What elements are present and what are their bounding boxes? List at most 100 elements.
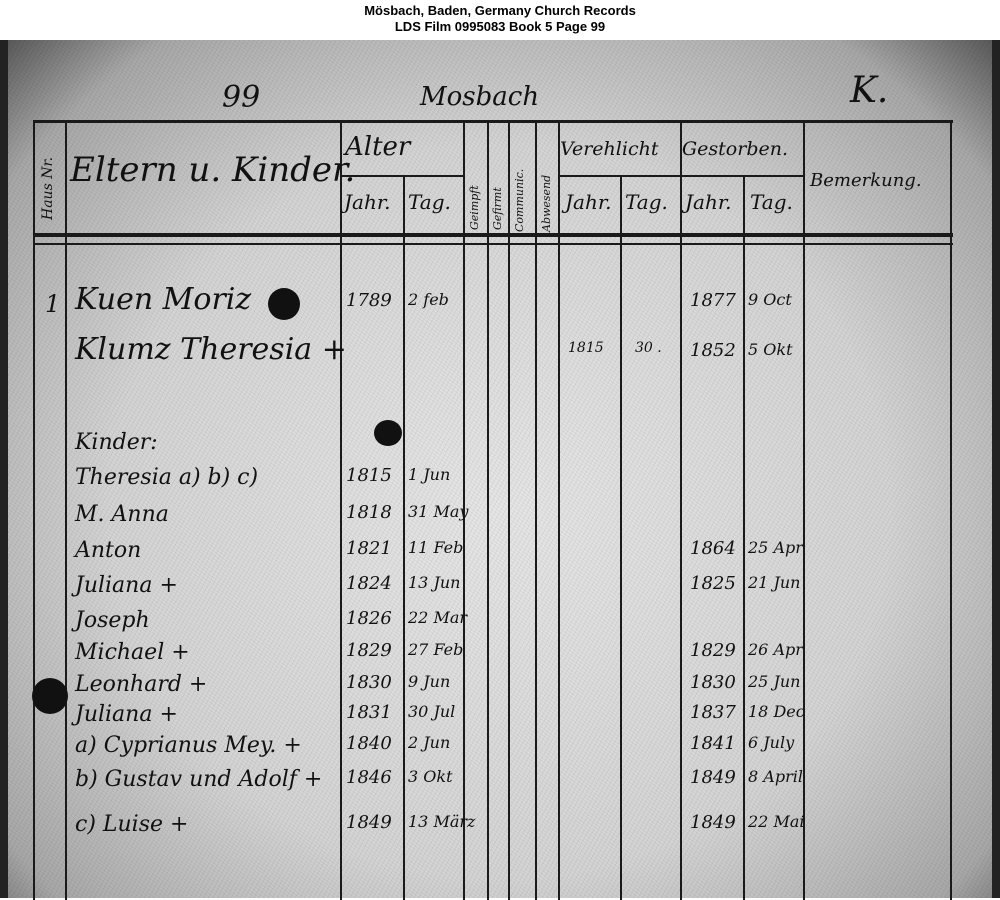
cell-tag: 2 feb [408,290,449,309]
rule-line [508,120,510,900]
rule-line [340,175,463,177]
page-edge-left [0,40,8,898]
rule-line [463,120,465,900]
cell-jahr: 1789 [346,290,392,311]
cell-gest-jahr: 1864 [690,538,736,559]
cell-tag: 11 Feb [408,538,464,557]
header-bemerkung: Bemerkung. [810,170,922,191]
cell-gest-tag: 18 Dec [748,702,805,721]
cell-name: a) Cyprianus Mey. + [75,733,302,758]
rule-line [680,120,682,900]
place-name: Mosbach [420,82,540,112]
cell-name: c) Luise + [75,812,189,837]
cell-tag: 13 Jun [408,573,461,592]
header-geimpft: Geimpft [468,185,481,230]
cell-tag: 9 Jun [408,672,451,691]
header-verehlicht-tag: Tag. [625,190,668,214]
rule-line [340,120,342,900]
page-number: 99 [222,80,261,115]
header-communic: Communic. [513,168,526,232]
rule-line [535,120,537,900]
cell-gest-tag: 25 Apr [748,538,803,557]
cell-gest-jahr: 1829 [690,640,736,661]
header-alter: Alter [345,132,411,162]
cell-tag: 27 Feb [408,640,464,659]
cell-tag: 31 May [408,502,469,521]
header-alter-jahr: Jahr. [344,190,391,214]
cell-name: M. Anna [75,502,169,527]
caption-subtitle: LDS Film 0995083 Book 5 Page 99 [394,19,606,34]
cell-jahr: 1829 [346,640,392,661]
cell-name: Joseph [75,608,150,633]
cell-gest-tag: 26 Apr [748,640,803,659]
cell-name: b) Gustav und Adolf + [75,767,323,792]
header-gefirmt: Gefirmt [491,187,504,230]
cell-tag: 30 Jul [408,702,456,721]
cell-name: Kuen Moriz [75,282,252,317]
rule-line [620,175,622,900]
cell-jahr: 1826 [346,608,392,629]
cell-name: Michael + [75,640,190,665]
cell-name: Juliana + [75,573,178,598]
cell-haus: 1 [45,290,61,318]
cell-ver-tag: 30 . [635,340,662,356]
cell-gest-tag: 6 July [748,733,795,752]
header-eltern-kinder: Eltern u. Kinder. [70,150,356,190]
rule-line [743,175,745,900]
cell-gest-tag: 5 Okt [748,340,793,359]
caption-title: Mösbach, Baden, Germany Church Records [364,3,636,18]
cell-tag: 2 Jun [408,733,451,752]
rule-line [487,120,489,900]
cell-gest-jahr: 1849 [690,767,736,788]
header-gestorben-tag: Tag. [750,190,793,214]
rule-line [33,120,953,123]
cell-jahr: 1831 [346,702,392,723]
cell-name: Anton [75,538,142,563]
cell-jahr: 1840 [346,733,392,754]
cell-gest-tag: 9 Oct [748,290,792,309]
header-verehlicht-jahr: Jahr. [565,190,612,214]
page-edge-right [992,40,1000,898]
cell-gest-tag: 8 April [748,767,803,786]
cell-name: Klumz Theresia + [75,332,347,367]
page-letter: K. [850,70,889,111]
cell-jahr: 1821 [346,538,392,559]
cell-gest-tag: 22 Mai [748,812,805,831]
cell-gest-jahr: 1841 [690,733,736,754]
cell-gest-jahr: 1830 [690,672,736,693]
rule-line [65,120,67,900]
header-abwesend: Abwesend [540,174,553,232]
cell-tag: 22 Mar [408,608,468,627]
cell-gest-jahr: 1877 [690,290,736,311]
cell-gest-jahr: 1852 [690,340,736,361]
cell-name: Theresia a) b) c) [75,465,259,490]
rule-line [803,120,805,900]
header-alter-tag: Tag. [408,190,451,214]
cell-jahr: 1815 [346,465,392,486]
cell-name: Juliana + [75,702,178,727]
rule-line [950,120,952,900]
ink-blot [32,678,68,714]
cell-gest-jahr: 1837 [690,702,736,723]
ink-blot [374,420,402,446]
cell-gest-jahr: 1849 [690,812,736,833]
rule-line [33,233,953,237]
cell-jahr: 1846 [346,767,392,788]
header-gestorben-jahr: Jahr. [685,190,732,214]
rule-line [558,120,560,900]
rule-line [403,175,405,900]
cell-ver-jahr: 1815 [568,340,604,356]
cell-gest-jahr: 1825 [690,573,736,594]
rule-line [33,243,953,245]
cell-gest-tag: 25 Jun [748,672,801,691]
cell-name: Kinder: [75,430,158,455]
cell-jahr: 1818 [346,502,392,523]
ink-blot [268,288,300,320]
cell-jahr: 1830 [346,672,392,693]
cell-gest-tag: 21 Jun [748,573,801,592]
cell-jahr: 1824 [346,573,392,594]
rule-line [33,120,35,900]
scanned-page: 99 Mosbach K. Haus Nr. Eltern u. Kinder.… [0,40,1000,900]
header-gestorben: Gestorben. [682,138,789,160]
header-verehlicht: Verehlicht [560,138,659,160]
